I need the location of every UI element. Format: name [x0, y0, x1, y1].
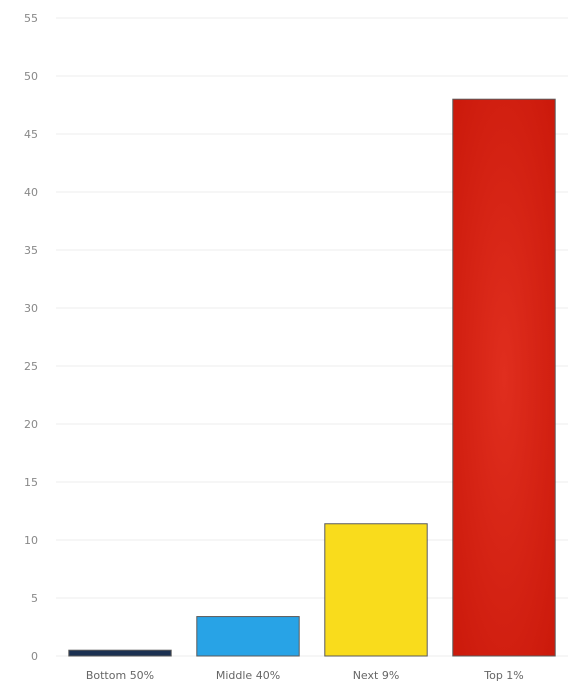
x-category-label: Middle 40% — [216, 669, 280, 682]
y-tick-label: 15 — [24, 476, 38, 489]
x-category-label: Next 9% — [353, 669, 400, 682]
y-tick-label: 50 — [24, 70, 38, 83]
y-tick-label: 55 — [24, 12, 38, 25]
bars — [68, 98, 556, 657]
bar-middle-40 — [196, 616, 300, 657]
y-tick-label: 10 — [24, 534, 38, 547]
y-tick-label: 30 — [24, 302, 38, 315]
x-axis: Bottom 50% Middle 40% Next 9% Top 1% — [86, 669, 524, 682]
bar-bottom-50 — [68, 649, 172, 657]
y-tick-label: 45 — [24, 128, 38, 141]
y-tick-label: 5 — [31, 592, 38, 605]
bar-top-1 — [452, 98, 556, 657]
y-tick-label: 20 — [24, 418, 38, 431]
y-tick-label: 40 — [24, 186, 38, 199]
bar-next-9 — [324, 523, 428, 657]
y-axis: 0 5 10 15 20 25 30 35 40 45 50 55 — [24, 12, 38, 663]
x-category-label: Top 1% — [483, 669, 524, 682]
y-tick-label: 0 — [31, 650, 38, 663]
y-tick-label: 35 — [24, 244, 38, 257]
y-tick-label: 25 — [24, 360, 38, 373]
x-category-label: Bottom 50% — [86, 669, 154, 682]
